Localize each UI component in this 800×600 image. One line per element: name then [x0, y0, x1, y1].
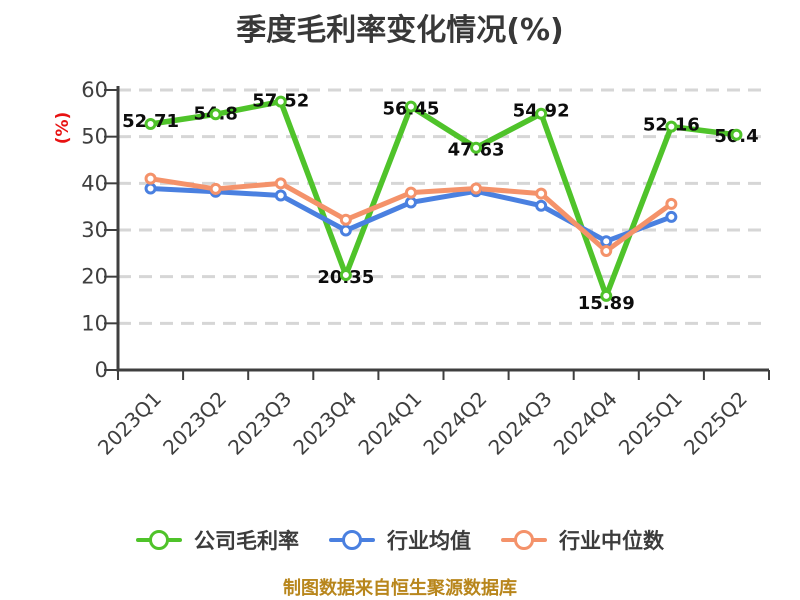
x-tick-label: 2024Q4: [549, 387, 622, 460]
y-tick-label: 50: [81, 125, 108, 149]
data-point-marker-1: [665, 210, 678, 223]
x-tick-label: 2024Q1: [353, 387, 426, 460]
y-tick-label: 0: [95, 358, 108, 382]
x-tick-label: 2025Q2: [679, 387, 752, 460]
series-line-0: [147, 98, 740, 299]
company-margin-marker-icon: [136, 529, 182, 551]
x-tick-label: 2023Q4: [288, 387, 361, 460]
legend-label-industry-average: 行业均值: [387, 529, 471, 553]
data-point-marker-0: [274, 95, 287, 108]
x-tick-label: 2024Q3: [484, 387, 557, 460]
data-point-marker-0: [535, 107, 548, 120]
data-point-marker-2: [404, 186, 417, 199]
y-tick-label: 40: [81, 171, 108, 195]
data-point-marker-2: [144, 172, 157, 185]
data-point-marker-0: [404, 100, 417, 113]
legend-item-company-margin[interactable]: 公司毛利率: [136, 525, 299, 555]
data-point-marker-1: [600, 235, 613, 248]
legend-item-industry-median[interactable]: 行业中位数: [501, 525, 664, 555]
data-point-marker-1: [274, 189, 287, 202]
data-point-marker-0: [730, 128, 743, 141]
legend-label-company-margin: 公司毛利率: [194, 529, 299, 553]
x-tick-label: 2023Q1: [93, 387, 166, 460]
data-point-marker-1: [535, 199, 548, 212]
data-point-marker-0: [339, 269, 352, 282]
data-point-marker-2: [339, 213, 352, 226]
y-tick-label: 20: [81, 265, 108, 289]
data-point-marker-2: [600, 245, 613, 257]
y-tick-label: 30: [81, 218, 108, 242]
data-point-marker-0: [209, 108, 222, 121]
data-point-label: 15.89: [578, 293, 635, 314]
data-point-marker-2: [665, 197, 678, 210]
data-point-marker-0: [665, 120, 678, 133]
x-tick-label: 2025Q1: [614, 387, 687, 460]
legend-label-industry-median: 行业中位数: [559, 529, 664, 553]
data-point-marker-2: [470, 182, 483, 195]
data-point-marker-2: [535, 187, 548, 200]
plot-area: 01020304050602023Q12023Q22023Q32023Q4202…: [81, 78, 770, 460]
x-tick-label: 2024Q2: [418, 387, 491, 460]
y-tick-label: 60: [81, 78, 108, 102]
data-point-marker-1: [144, 182, 157, 195]
chart-title: 季度毛利率变化情况(%): [236, 13, 564, 48]
data-point-marker-2: [274, 177, 287, 190]
data-point-marker-0: [144, 118, 157, 131]
x-tick-label: 2023Q3: [223, 387, 296, 460]
data-point-marker-0: [470, 141, 483, 154]
data-source-note: 制图数据来自恒生聚源数据库: [283, 578, 517, 599]
x-tick-label: 2023Q2: [158, 387, 231, 460]
y-tick-label: 10: [81, 311, 108, 335]
data-point-marker-2: [209, 182, 222, 195]
industry-average-marker-icon: [329, 529, 375, 551]
data-point-marker-1: [404, 196, 417, 209]
data-point-marker-1: [339, 224, 352, 237]
legend-item-industry-average[interactable]: 行业均值: [329, 525, 471, 555]
industry-median-marker-icon: [501, 529, 547, 551]
legend: 公司毛利率 行业均值 行业中位数: [0, 521, 800, 559]
data-point-marker-0: [600, 289, 613, 302]
